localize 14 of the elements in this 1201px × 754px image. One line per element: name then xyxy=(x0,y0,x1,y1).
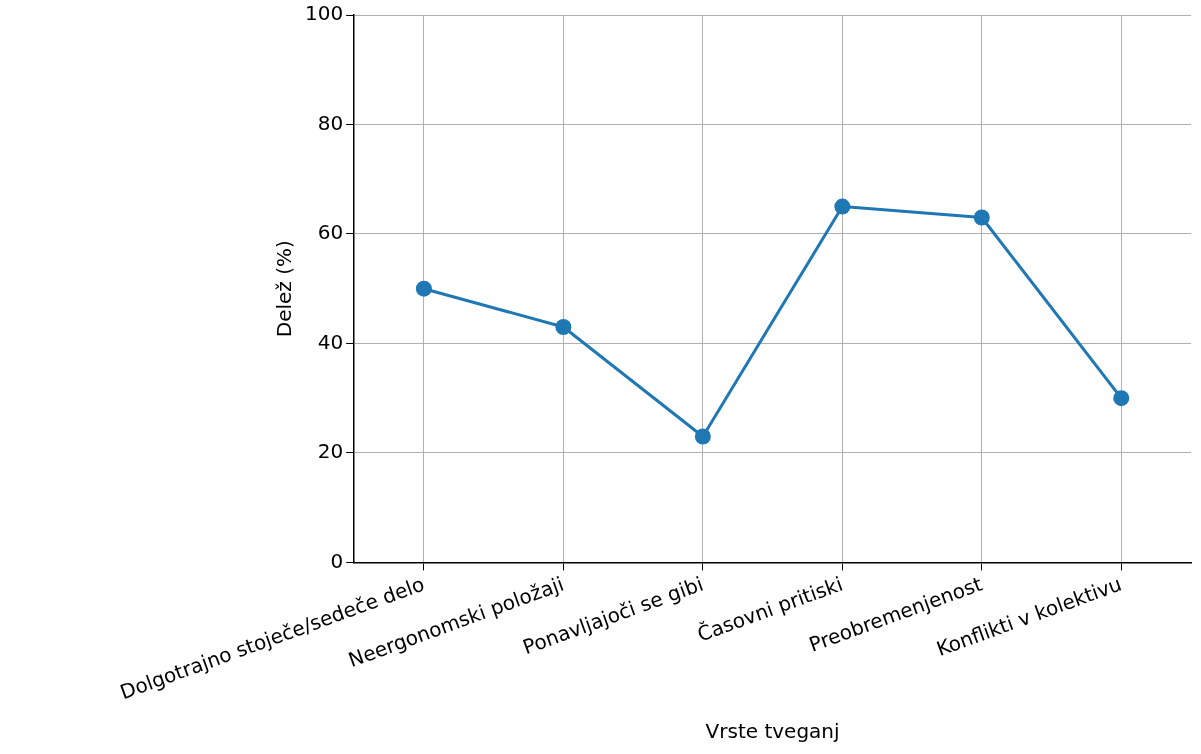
y-tick-label: 80 xyxy=(317,110,344,135)
y-tick-label: 60 xyxy=(317,220,344,245)
y-axis-title: Delež (%) xyxy=(272,240,297,338)
y-tick-label: 20 xyxy=(317,439,344,464)
y-tick-label: 100 xyxy=(304,1,344,26)
point xyxy=(1113,390,1130,407)
point xyxy=(834,198,851,215)
y-tick-label: 0 xyxy=(330,548,344,573)
point xyxy=(555,319,572,335)
point xyxy=(415,280,432,297)
y-tick-label: 40 xyxy=(317,329,344,354)
point xyxy=(694,428,711,445)
x-axis-title: Vrste tveganj xyxy=(705,719,840,744)
point xyxy=(973,209,990,226)
